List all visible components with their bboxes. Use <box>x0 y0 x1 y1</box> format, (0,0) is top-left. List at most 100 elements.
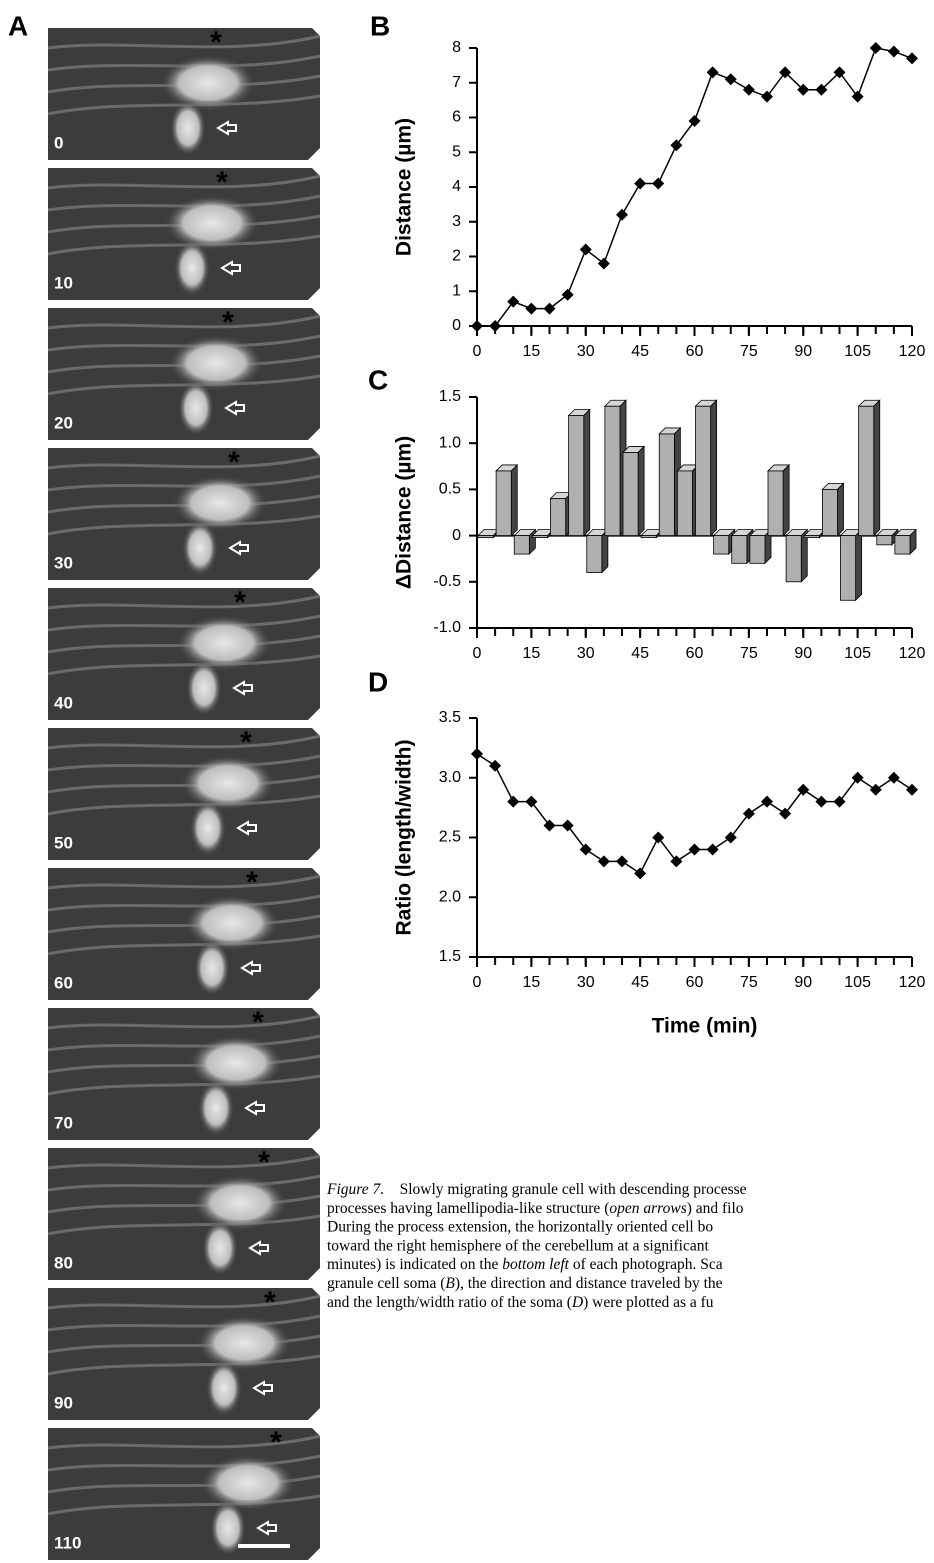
bar-front <box>604 405 621 536</box>
micrograph: * 10 <box>47 166 321 300</box>
fiber <box>47 1054 321 1074</box>
data-marker <box>652 177 665 190</box>
data-marker <box>670 855 683 868</box>
data-marker <box>561 819 574 832</box>
data-marker <box>634 177 647 190</box>
data-line <box>477 47 913 327</box>
frame-time-label: 70 <box>54 1113 73 1132</box>
data-marker <box>887 771 900 784</box>
caption-line: processes having lamellipodia-like struc… <box>327 1199 744 1216</box>
asterisk: * <box>246 866 258 899</box>
bar-side <box>782 463 790 537</box>
cell-body <box>172 475 268 531</box>
fiber <box>47 234 321 256</box>
y-axis-title: Ratio (length/width) <box>393 740 416 936</box>
frame-time-label: 110 <box>54 1533 81 1552</box>
bar-side <box>710 399 718 537</box>
x-tick-label: 45 <box>631 343 649 360</box>
cell-process <box>178 380 214 436</box>
micrograph: * 50 <box>47 726 321 860</box>
open-arrow <box>236 820 257 836</box>
data-marker <box>742 83 755 96</box>
caption-text: processes having lamellipodia-like struc… <box>327 1199 609 1216</box>
x-tick-label: 45 <box>631 974 649 991</box>
y-tick-label: -0.5 <box>433 573 461 590</box>
asterisk: * <box>264 1286 276 1319</box>
open-arrow <box>232 680 253 696</box>
fiber <box>47 1294 321 1310</box>
bar <box>839 528 863 602</box>
bar-front <box>676 470 693 537</box>
cell-body <box>184 895 280 951</box>
bar-front <box>767 470 784 537</box>
data-marker <box>815 83 828 96</box>
data-marker <box>851 771 864 784</box>
data-marker <box>507 795 520 808</box>
bar-front <box>622 452 639 537</box>
caption-text: During the process extension, the horizo… <box>327 1218 713 1235</box>
caption-line: minutes) is indicated on the bottom left… <box>327 1256 723 1273</box>
cell-body <box>200 1455 296 1511</box>
bar-front <box>586 535 603 573</box>
y-tick-label: 8 <box>452 39 461 56</box>
data-marker <box>579 243 592 256</box>
bar-front <box>477 535 494 538</box>
bar-front <box>749 535 766 564</box>
fiber <box>47 1034 321 1052</box>
caption-text: ), the direction and distance traveled b… <box>455 1275 723 1292</box>
micrograph: * 80 <box>47 1146 321 1280</box>
frame-time-label: 30 <box>54 553 73 572</box>
bar-side <box>855 528 863 602</box>
frame-time-label: 10 <box>54 273 73 292</box>
x-tick-label: 15 <box>522 343 540 360</box>
fiber <box>47 1014 321 1030</box>
caption-text: Figure 7. <box>326 1181 384 1198</box>
micrograph: *0 <box>47 26 321 160</box>
open-arrow <box>224 400 245 416</box>
y-tick-label: 0 <box>452 317 461 334</box>
cell-process <box>210 1500 246 1556</box>
fiber <box>47 1214 321 1236</box>
cell-process <box>186 660 222 716</box>
y-tick-label: 1.5 <box>439 948 461 965</box>
bar-side <box>637 445 645 537</box>
panel-label: C <box>368 364 388 395</box>
bar <box>567 408 591 537</box>
bar-side <box>601 528 609 574</box>
asterisk: * <box>216 166 228 199</box>
fiber <box>47 454 321 470</box>
bar-front <box>713 535 730 555</box>
y-tick-label: 0.5 <box>439 481 461 498</box>
fiber <box>47 1354 321 1376</box>
y-tick-label: 5 <box>452 143 461 160</box>
cell-process <box>190 800 226 856</box>
data-marker <box>761 795 773 808</box>
fiber <box>47 1154 321 1170</box>
caption-line: and the length/width ratio of the soma (… <box>327 1293 714 1310</box>
fiber <box>47 654 321 676</box>
bar-front <box>568 415 585 537</box>
fiber <box>47 1074 321 1096</box>
cell-body <box>168 335 264 391</box>
bar <box>893 528 917 556</box>
data-marker <box>507 295 520 308</box>
bar <box>748 528 772 565</box>
x-tick-label: 105 <box>844 343 871 360</box>
open-arrow <box>228 540 249 556</box>
micrograph: * 60 <box>47 866 321 1000</box>
fiber <box>47 734 321 750</box>
data-marker <box>688 843 701 856</box>
caption-text: bottom left <box>502 1256 569 1273</box>
open-arrow <box>216 120 237 136</box>
data-marker <box>833 795 846 808</box>
panel-label: D <box>368 666 388 697</box>
bar-front <box>785 535 802 583</box>
asterisk: * <box>228 446 240 479</box>
bar-front <box>894 535 911 555</box>
asterisk: * <box>222 306 234 339</box>
data-marker <box>906 52 918 65</box>
x-tick-label: 120 <box>899 343 926 360</box>
data-marker <box>851 90 864 103</box>
fiber <box>47 174 321 190</box>
